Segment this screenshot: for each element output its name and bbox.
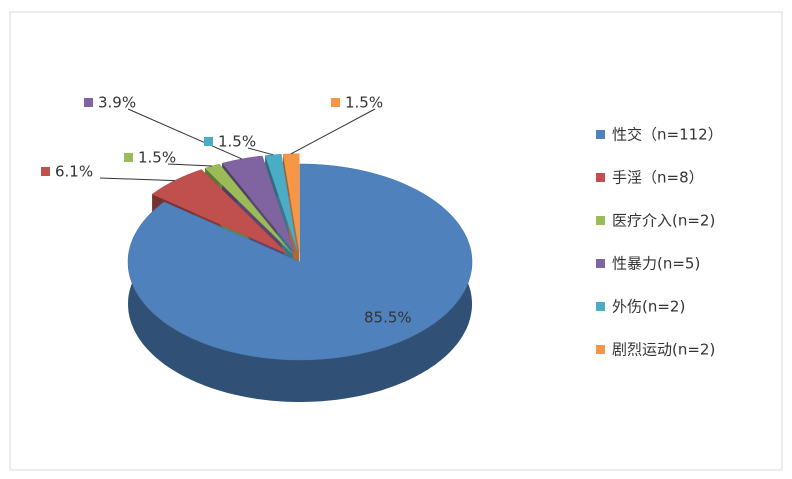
legend-marker bbox=[596, 130, 605, 139]
leader-line bbox=[247, 147, 274, 156]
legend-label: 性交（n=112） bbox=[612, 126, 723, 144]
data-label: 1.5% bbox=[138, 149, 176, 167]
label-marker bbox=[204, 137, 213, 146]
slice bbox=[204, 163, 292, 254]
leader-line bbox=[290, 108, 376, 155]
legend-marker bbox=[596, 345, 605, 354]
leader-line bbox=[99, 177, 175, 182]
legend-marker bbox=[596, 173, 605, 182]
legend-label: 剧烈运动(n=2) bbox=[612, 341, 715, 359]
legend-marker bbox=[596, 259, 605, 268]
legend-label: 手淫（n=8） bbox=[612, 169, 704, 187]
data-label: 1.5% bbox=[345, 94, 383, 112]
slice bbox=[127, 163, 473, 361]
legend-label: 外伤(n=2) bbox=[612, 298, 685, 316]
slice bbox=[221, 155, 295, 253]
label-marker bbox=[331, 98, 340, 107]
data-label: 3.9% bbox=[98, 94, 136, 112]
data-label: 85.5% bbox=[364, 309, 412, 327]
leader-line bbox=[127, 108, 243, 160]
label-marker bbox=[41, 167, 50, 176]
legend-marker bbox=[596, 302, 605, 311]
label-marker bbox=[124, 153, 133, 162]
slice bbox=[282, 153, 300, 252]
label-marker bbox=[84, 98, 93, 107]
slice bbox=[151, 169, 289, 255]
legend-label: 性暴力(n=5) bbox=[612, 255, 700, 273]
data-label: 6.1% bbox=[55, 163, 93, 181]
legend-label: 医疗介入(n=2) bbox=[612, 212, 715, 230]
legend-marker bbox=[596, 216, 605, 225]
leader-line bbox=[167, 163, 213, 167]
label-marker bbox=[350, 313, 359, 322]
data-label: 1.5% bbox=[218, 133, 256, 151]
